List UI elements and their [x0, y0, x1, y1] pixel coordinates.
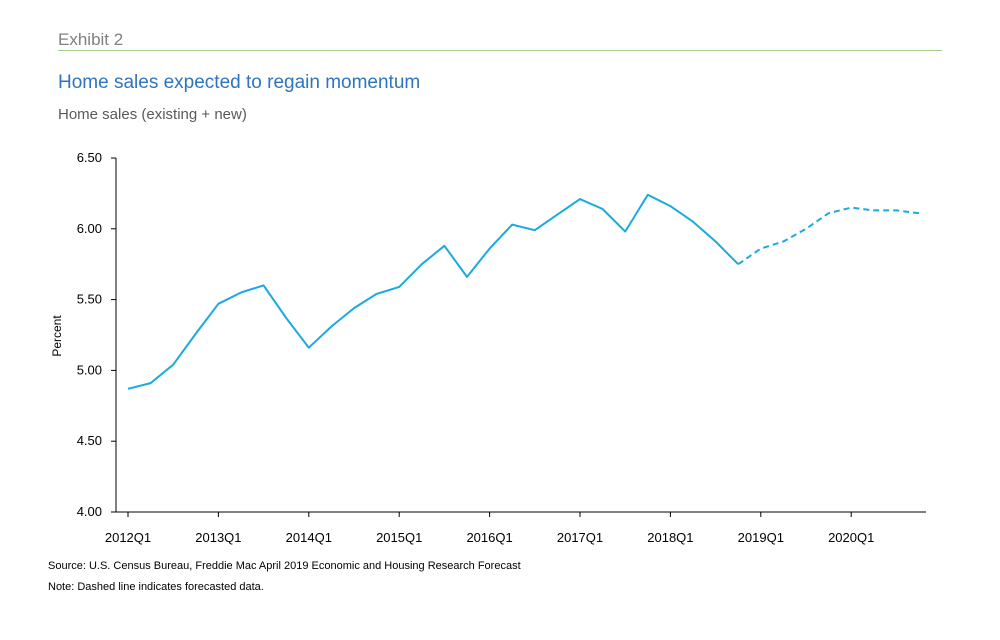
chart-title: Home sales expected to regain momentum: [58, 72, 421, 93]
x-tick-label: 2014Q1: [286, 530, 332, 545]
x-tick-label: 2020Q1: [828, 530, 874, 545]
exhibit-label: Exhibit 2: [58, 30, 124, 49]
forecast-series-line: [737, 206, 920, 266]
y-axis-title: Percent: [50, 315, 64, 357]
chart-axes: [111, 157, 926, 517]
y-tick-label: 4.00: [77, 504, 102, 519]
y-tick-label: 6.50: [77, 150, 102, 165]
x-tick-label: 2017Q1: [557, 530, 603, 545]
x-tick-label: 2019Q1: [738, 530, 784, 545]
x-tick-label: 2015Q1: [376, 530, 422, 545]
y-tick-label: 6.00: [77, 221, 102, 236]
x-tick-label: 2018Q1: [647, 530, 693, 545]
forecast-note: Note: Dashed line indicates forecasted d…: [48, 581, 264, 593]
x-tick-label: 2013Q1: [195, 530, 241, 545]
x-tick-label: 2012Q1: [105, 530, 151, 545]
x-tick-label: 2016Q1: [466, 530, 512, 545]
chart-subtitle: Home sales (existing + new): [58, 106, 247, 123]
y-tick-label: 5.50: [77, 292, 102, 307]
actual-series-line: [127, 193, 739, 390]
y-tick-labels: 4.00 4.50 5.00 5.50 6.00 6.50: [77, 150, 102, 519]
header-divider: [58, 50, 942, 51]
y-tick-label: 4.50: [77, 433, 102, 448]
series-lines: [127, 193, 920, 390]
y-tick-label: 5.00: [77, 362, 102, 377]
x-tick-labels: 2012Q1 2013Q1 2014Q1 2015Q1 2016Q1 2017Q1 2018…: [105, 530, 874, 545]
source-note: Source: U.S. Census Bureau, Freddie Mac …: [48, 560, 521, 572]
